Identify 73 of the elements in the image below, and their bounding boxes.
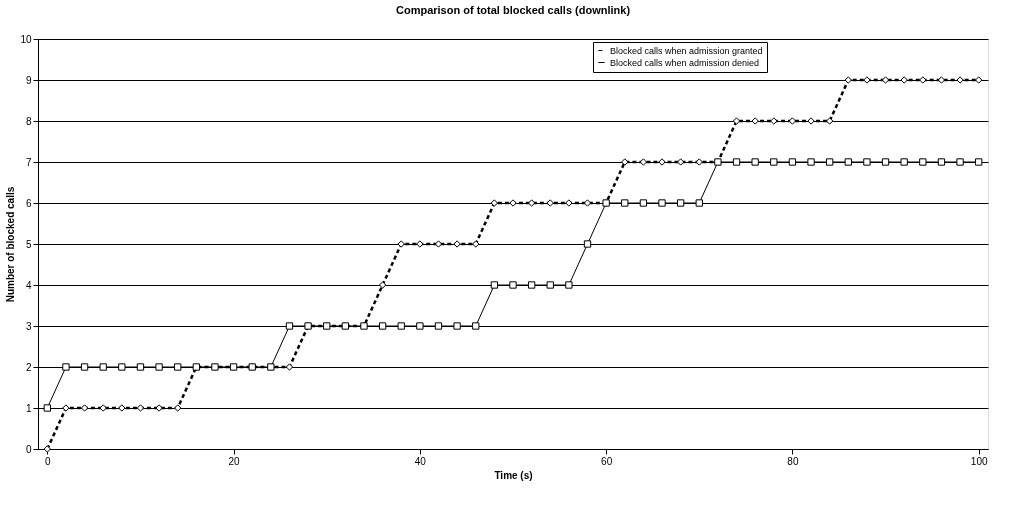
point: [155, 363, 163, 371]
y-tick-label: 7: [25, 156, 32, 168]
x-tick-label: 80: [787, 455, 799, 467]
y-tick-label: 0: [25, 443, 32, 455]
point: [211, 363, 219, 371]
point: [229, 363, 238, 371]
legend-label: Blocked calls when admission denied: [610, 57, 760, 68]
point: [937, 158, 946, 166]
y-tick-label: 2: [25, 361, 32, 373]
point: [80, 363, 89, 371]
point: [43, 404, 51, 412]
point: [807, 158, 815, 166]
point: [174, 363, 182, 371]
y-tick-label: 9: [25, 74, 32, 86]
point: [788, 158, 797, 166]
point: [453, 240, 461, 248]
x-tick-label: 100: [970, 455, 988, 467]
x-tick-label: 60: [601, 455, 613, 467]
y-tick-label: 6: [25, 197, 32, 209]
point: [732, 158, 741, 166]
point: [751, 158, 759, 166]
point: [509, 199, 517, 207]
point: [583, 240, 592, 248]
point: [99, 363, 107, 371]
point: [919, 158, 927, 166]
y-tick-label: 10: [20, 33, 32, 45]
y-tick-label: 4: [25, 279, 32, 291]
point: [770, 158, 778, 166]
point: [639, 199, 648, 207]
point: [453, 322, 461, 330]
point: [956, 158, 964, 166]
point: [136, 363, 145, 371]
chart-title: Comparison of total blocked calls (downlink): [395, 4, 631, 16]
y-tick-label: 3: [25, 320, 32, 332]
point: [900, 158, 908, 166]
point: [695, 199, 703, 207]
point: [658, 158, 666, 166]
point: [658, 199, 666, 207]
x-tick-label: 40: [414, 455, 427, 467]
point: [378, 322, 387, 330]
point: [118, 363, 126, 371]
y-tick-label: 5: [25, 238, 32, 250]
point: [434, 322, 443, 330]
point: [956, 76, 964, 84]
y-axis-title: Number of blocked calls: [5, 186, 17, 303]
point: [341, 322, 350, 330]
x-axis-title: Time (s): [494, 469, 533, 481]
point: [863, 76, 871, 84]
point: [621, 199, 629, 207]
point: [472, 322, 480, 330]
point: [416, 322, 424, 330]
y-tick-label: 8: [25, 115, 32, 127]
point: [807, 117, 815, 125]
point: [527, 281, 536, 289]
point: [565, 281, 573, 289]
point: [975, 158, 983, 166]
point: [490, 281, 499, 289]
point: [881, 158, 890, 166]
point: [397, 322, 405, 330]
point: [62, 404, 70, 412]
x-tick-label: 0: [45, 455, 52, 467]
point: [565, 199, 573, 207]
point: [826, 158, 834, 166]
point: [509, 281, 517, 289]
point: [676, 199, 685, 207]
point: [62, 363, 70, 371]
y-tick-label: 1: [25, 402, 32, 414]
point: [844, 158, 852, 166]
legend-label: Blocked calls when admission granted: [610, 45, 763, 56]
point: [546, 281, 554, 289]
point: [285, 322, 294, 330]
point: [863, 158, 871, 166]
x-tick-label: 20: [228, 455, 241, 467]
